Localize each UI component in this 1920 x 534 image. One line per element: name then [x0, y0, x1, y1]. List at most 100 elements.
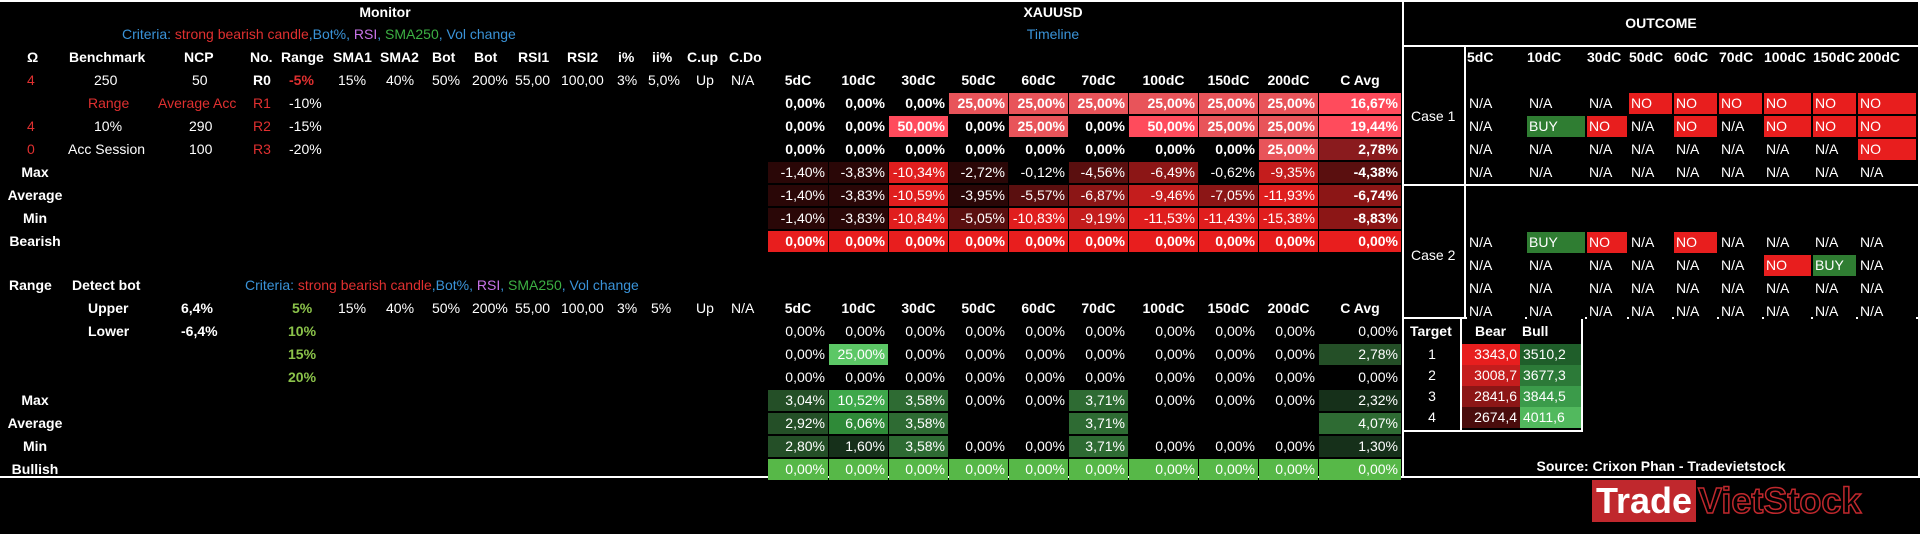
bear-stat-r1-c4: -5,57%: [1009, 185, 1068, 206]
bull-cell-r2-c0: 0,00%: [768, 367, 828, 388]
target-header-bull: Bull: [1522, 323, 1549, 339]
benchmark-value: 250: [94, 72, 118, 88]
bull-cell-r0-c9: 0,00%: [1319, 321, 1401, 342]
top-border: [0, 0, 1920, 2]
case1-cell-r0-c2: N/A: [1587, 93, 1627, 114]
monitor-title: Monitor: [359, 4, 411, 20]
bull-stat-r0-c8: 0,00%: [1259, 390, 1318, 411]
case1-cell-r1-c5: N/A: [1719, 116, 1762, 137]
bear-col-100dc: 100dC: [1142, 72, 1185, 88]
case2-cell-r0-c8: N/A: [1858, 232, 1916, 253]
level-5: 5%: [292, 300, 313, 316]
bull-stat-r1-c5: 3,71%: [1069, 413, 1128, 434]
bear-cell-r2-c3: 0,00%: [949, 139, 1008, 160]
bull-cell-r1-c7: 0,00%: [1199, 344, 1258, 365]
case1-cell-r3-c2: N/A: [1587, 162, 1627, 183]
bear-stat-r1-c5: -6,87%: [1069, 185, 1128, 206]
outcome-case-line: [1402, 184, 1920, 186]
range-id-r0: R0: [253, 72, 271, 88]
range-label: Range: [88, 95, 130, 111]
detect-cdo: N/A: [731, 300, 755, 316]
case2-cell-r1-c8: N/A: [1858, 255, 1916, 276]
bear-cell-r2-c6: 0,00%: [1129, 139, 1198, 160]
target-bear-4: 2674,4: [1462, 407, 1520, 428]
rsi2-value: 100,00: [561, 72, 604, 88]
case1-cell-r1-c8: NO: [1858, 116, 1916, 137]
detect-ii: 5%: [651, 300, 672, 316]
bear-cell-r0-c5: 25,00%: [1069, 93, 1128, 114]
bull-stat-r1-c9: 4,07%: [1319, 413, 1401, 434]
bot2-value: 200%: [472, 72, 508, 88]
bullish-r0-c9: 0,00%: [1319, 459, 1401, 480]
bull-stat-r0-c6: 0,00%: [1129, 390, 1198, 411]
bull-cell-r1-c6: 0,00%: [1129, 344, 1198, 365]
lower-label: Lower: [88, 323, 130, 339]
header-ncp: NCP: [184, 49, 214, 65]
detect-range-header: Range: [9, 277, 52, 293]
cdo-value: N/A: [731, 72, 755, 88]
bull-cell-r1-c0: 0,00%: [768, 344, 828, 365]
outcome-col-5dc: 5dC: [1467, 49, 1494, 65]
target-num-2: 2: [1428, 367, 1436, 383]
target-num-3: 3: [1428, 388, 1436, 404]
detect-criteria-part-3: RSI: [476, 277, 501, 293]
target-table: [1404, 319, 1583, 432]
bull-stat-r2-c4: 0,00%: [1009, 436, 1068, 457]
detect-rsi2: 100,00: [561, 300, 604, 316]
bear-stat-r1-c8: -11,93%: [1259, 185, 1318, 206]
case2-cell-r3-c6: N/A: [1764, 301, 1811, 322]
bull-cell-r2-c5: 0,00%: [1069, 367, 1128, 388]
monitor-criteria-part-0: Criteria:: [122, 26, 175, 42]
case1-cell-r2-c4: N/A: [1674, 139, 1717, 160]
bear-stat-r2-c3: -5,05%: [949, 208, 1008, 229]
bear-stat-r1-c3: -3,95%: [949, 185, 1008, 206]
level-20: 20%: [288, 369, 317, 385]
case1-cell-r1-c1: BUY: [1527, 116, 1585, 137]
target-num-4: 4: [1428, 409, 1436, 425]
case1-cell-r1-c6: NO: [1764, 116, 1811, 137]
bear-cell-r0-c0: 0,00%: [768, 93, 828, 114]
bull-stat-r0-c5: 3,71%: [1069, 390, 1128, 411]
bear-col-50dc: 50dC: [961, 72, 996, 88]
header-range: Range: [281, 49, 324, 65]
bear-average-label: Average: [7, 187, 63, 203]
outcome-col-30dc: 30dC: [1587, 49, 1622, 65]
case1-cell-r3-c0: N/A: [1467, 162, 1525, 183]
bull-cell-r2-c9: 0,00%: [1319, 367, 1401, 388]
bear-col-70dc: 70dC: [1081, 72, 1116, 88]
bull-stat-r2-c3: 0,00%: [949, 436, 1008, 457]
bull-cell-r2-c3: 0,00%: [949, 367, 1008, 388]
bearish-r0-c5: 0,00%: [1069, 231, 1128, 252]
case2-cell-r1-c3: N/A: [1629, 255, 1672, 276]
bull-stat-r0-c4: 0,00%: [1009, 390, 1068, 411]
bear-min-label: Min: [22, 210, 48, 226]
bull-stat-r2-c8: 0,00%: [1259, 436, 1318, 457]
header-i: i%: [618, 49, 635, 65]
case2-cell-r0-c5: N/A: [1719, 232, 1762, 253]
bull-stat-r0-c9: 2,32%: [1319, 390, 1401, 411]
bear-col-5dc: 5dC: [784, 72, 812, 88]
target-header-target: Target: [1410, 323, 1452, 339]
range-value-r3: -20%: [289, 141, 322, 157]
bull-col-60dc: 60dC: [1021, 300, 1056, 316]
bull-col-10dc: 10dC: [841, 300, 876, 316]
case1-cell-r1-c3: N/A: [1629, 116, 1672, 137]
bull-cell-r2-c8: 0,00%: [1259, 367, 1318, 388]
header-benchmark: Benchmark: [69, 49, 146, 65]
case2-cell-r2-c4: N/A: [1674, 278, 1717, 299]
case2-cell-r0-c7: N/A: [1813, 232, 1856, 253]
case2-label: Case 2: [1411, 247, 1456, 263]
average-acc-value: 290: [189, 118, 213, 134]
detect-sma1: 15%: [338, 300, 367, 316]
bull-cell-r2-c4: 0,00%: [1009, 367, 1068, 388]
logo-word-trade: Trade: [1592, 480, 1697, 522]
bearish-r0-c4: 0,00%: [1009, 231, 1068, 252]
omega-value-2: 4: [27, 118, 35, 134]
bear-stat-r0-c2: -10,34%: [889, 162, 948, 183]
bear-stat-r2-c1: -3,83%: [829, 208, 888, 229]
right-border: [1918, 0, 1920, 478]
bear-cell-r0-c9: 16,67%: [1319, 93, 1401, 114]
case2-cell-r0-c6: N/A: [1764, 232, 1811, 253]
case2-cell-r2-c6: N/A: [1764, 278, 1811, 299]
case1-cell-r3-c6: N/A: [1764, 162, 1811, 183]
